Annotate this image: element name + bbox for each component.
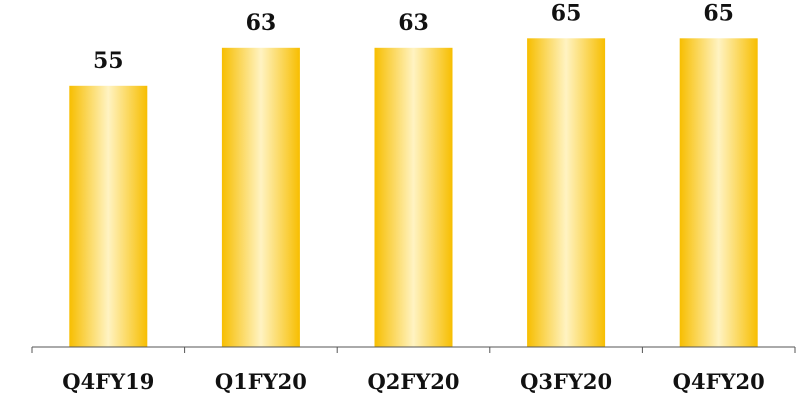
bar-q4fy20 [679, 38, 758, 348]
bars-layer [69, 38, 758, 348]
bar-q3fy20 [527, 38, 606, 348]
bar-q2fy20 [374, 47, 453, 348]
data-label-q4fy20: 65 [703, 0, 734, 26]
data-label-q3fy20: 65 [551, 0, 582, 26]
tick-label-q4fy19: Q4FY19 [62, 369, 154, 394]
data-label-q4fy19: 55 [93, 48, 124, 74]
x-axis: Q4FY19 Q1FY20 Q2FY20 Q3FY20 Q4FY20 [31, 346, 796, 394]
data-label-q2fy20: 63 [398, 10, 429, 36]
tick-label-q2fy20: Q2FY20 [367, 369, 459, 394]
tick-label-q1fy20: Q1FY20 [215, 369, 307, 394]
bar-q4fy19 [69, 85, 148, 348]
data-label-q1fy20: 63 [246, 10, 277, 36]
tick-label-q3fy20: Q3FY20 [520, 369, 612, 394]
tick-label-q4fy20: Q4FY20 [673, 369, 765, 394]
data-labels-layer: 55 63 63 65 65 [93, 0, 734, 74]
bar-q1fy20 [221, 47, 300, 348]
